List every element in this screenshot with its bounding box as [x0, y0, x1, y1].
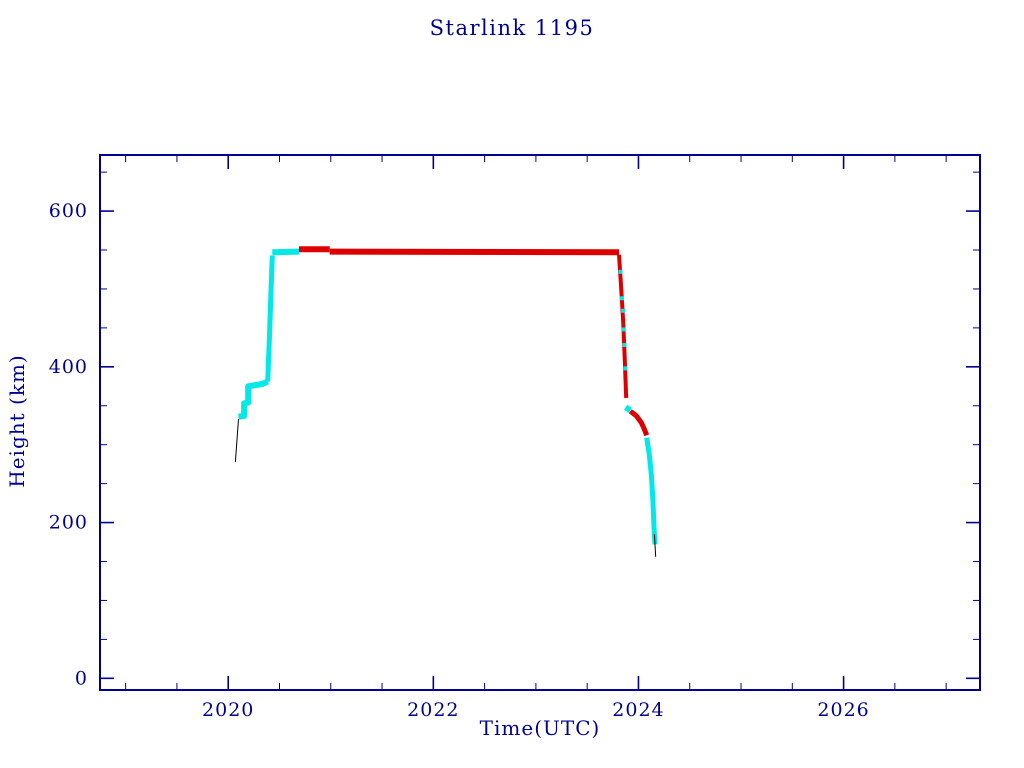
series-deorbit-drop-speckle-marker: [623, 366, 628, 371]
series-deorbit-drop-speckle-marker: [620, 296, 625, 301]
series-tle-track-end: [653, 534, 657, 557]
series-deorbit-drop-speckle-marker: [618, 269, 623, 274]
series-parking-flat: [272, 248, 300, 256]
series-low-decline: [628, 409, 650, 437]
y-tick-label: 200: [49, 512, 88, 534]
x-axis-label: Time(UTC): [479, 716, 601, 740]
series-final-decay: [644, 437, 658, 545]
x-tick-label: 2024: [612, 699, 664, 721]
series-deorbit-drop-speckle-marker: [621, 327, 626, 332]
chart-title: Starlink 1195: [429, 16, 595, 40]
series-ascent-steps: [238, 378, 269, 420]
plot-frame: [99, 154, 981, 691]
series-tle-track-start: [234, 418, 239, 462]
x-tick-label: 2026: [817, 699, 869, 721]
y-tick-label: 400: [49, 356, 88, 378]
series-ascent-climb: [265, 255, 275, 382]
y-tick-label: 600: [49, 200, 88, 222]
x-tick-label: 2022: [407, 699, 459, 721]
series-low-flat: [623, 404, 632, 413]
series-operational-flat: [329, 248, 620, 256]
x-tick-label: 2020: [202, 699, 254, 721]
y-tick-label: 0: [75, 667, 88, 689]
series-deorbit-drop-speckle-marker: [621, 308, 626, 313]
series-deorbit-drop: [617, 254, 629, 399]
series-deorbit-drop-speckle-marker: [622, 343, 627, 348]
